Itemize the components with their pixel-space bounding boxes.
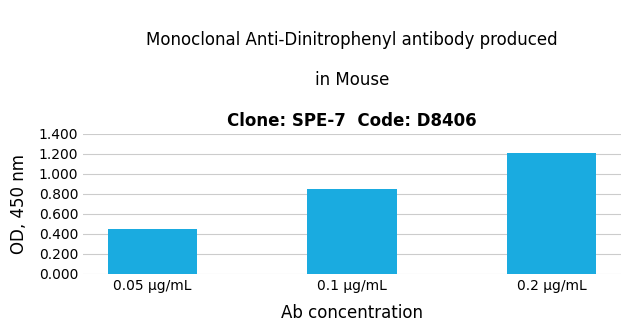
Text: Monoclonal Anti-Dinitrophenyl antibody produced: Monoclonal Anti-Dinitrophenyl antibody p… [146, 31, 558, 49]
Bar [307, 189, 397, 274]
X-axis label: Ab concentration: Ab concentration [281, 304, 423, 322]
Bar [507, 153, 596, 274]
Text: Clone: SPE-7  Code: D8406: Clone: SPE-7 Code: D8406 [227, 112, 477, 130]
Bar [108, 229, 197, 274]
Text: in Mouse: in Mouse [315, 71, 389, 90]
Y-axis label: OD, 450 nm: OD, 450 nm [10, 154, 28, 254]
